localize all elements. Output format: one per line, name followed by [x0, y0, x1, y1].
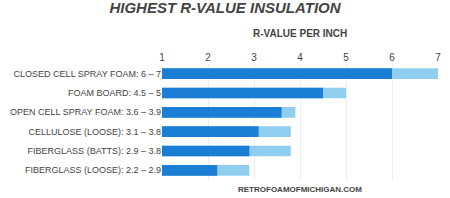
svg-text:FIBERGLASS (BATTS): 2.9 – 3.8: FIBERGLASS (BATTS): 2.9 – 3.8 [28, 146, 161, 156]
svg-text:FOAM BOARD: 4.5 – 5: FOAM BOARD: 4.5 – 5 [68, 88, 161, 98]
svg-text:HIGHEST R-VALUE INSULATION: HIGHEST R-VALUE INSULATION [109, 0, 341, 16]
svg-text:CELLULOSE (LOOSE): 3.1 – 3.8: CELLULOSE (LOOSE): 3.1 – 3.8 [28, 127, 161, 137]
svg-text:1: 1 [159, 52, 165, 63]
svg-text:OPEN CELL SPRAY FOAM: 3.6 – 3.: OPEN CELL SPRAY FOAM: 3.6 – 3.9 [10, 107, 161, 117]
svg-text:CLOSED CELL SPRAY FOAM: 6 – 7: CLOSED CELL SPRAY FOAM: 6 – 7 [14, 69, 161, 79]
svg-text:3: 3 [251, 52, 257, 63]
svg-text:RETROFOAMOFMICHIGAN.COM: RETROFOAMOFMICHIGAN.COM [238, 185, 362, 194]
svg-text:FIBERGLASS (LOOSE): 2.2 – 2.9: FIBERGLASS (LOOSE): 2.2 – 2.9 [25, 165, 161, 175]
svg-text:4: 4 [297, 52, 303, 63]
svg-text:7: 7 [435, 52, 441, 63]
svg-text:R-VALUE PER INCH: R-VALUE PER INCH [253, 28, 347, 39]
svg-text:6: 6 [389, 52, 395, 63]
svg-text:2: 2 [205, 52, 211, 63]
svg-text:5: 5 [343, 52, 349, 63]
